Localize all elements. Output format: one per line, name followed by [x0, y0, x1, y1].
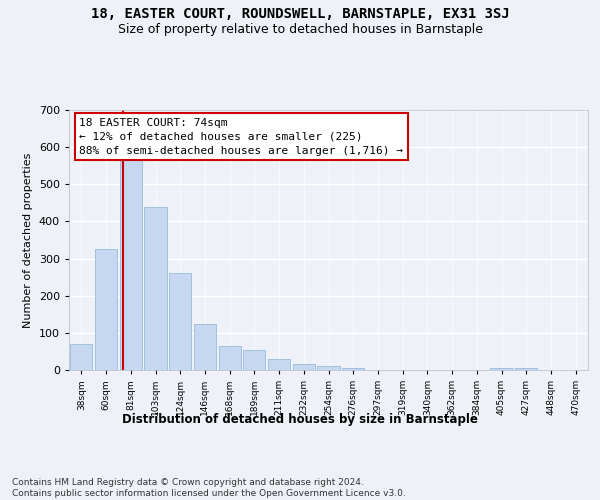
- Bar: [218, 346, 241, 370]
- Bar: [293, 364, 315, 370]
- Bar: [490, 368, 512, 370]
- Bar: [70, 344, 92, 370]
- Y-axis label: Number of detached properties: Number of detached properties: [23, 152, 33, 328]
- Text: Size of property relative to detached houses in Barnstaple: Size of property relative to detached ho…: [118, 22, 482, 36]
- Bar: [169, 274, 191, 370]
- Text: 18, EASTER COURT, ROUNDSWELL, BARNSTAPLE, EX31 3SJ: 18, EASTER COURT, ROUNDSWELL, BARNSTAPLE…: [91, 8, 509, 22]
- Bar: [145, 206, 167, 370]
- Bar: [95, 250, 117, 370]
- Text: Contains HM Land Registry data © Crown copyright and database right 2024.
Contai: Contains HM Land Registry data © Crown c…: [12, 478, 406, 498]
- Text: 18 EASTER COURT: 74sqm
← 12% of detached houses are smaller (225)
88% of semi-de: 18 EASTER COURT: 74sqm ← 12% of detached…: [79, 118, 403, 156]
- Bar: [194, 324, 216, 370]
- Bar: [268, 359, 290, 370]
- Text: Distribution of detached houses by size in Barnstaple: Distribution of detached houses by size …: [122, 412, 478, 426]
- Bar: [317, 366, 340, 370]
- Bar: [515, 368, 538, 370]
- Bar: [342, 368, 364, 370]
- Bar: [243, 350, 265, 370]
- Bar: [119, 160, 142, 370]
